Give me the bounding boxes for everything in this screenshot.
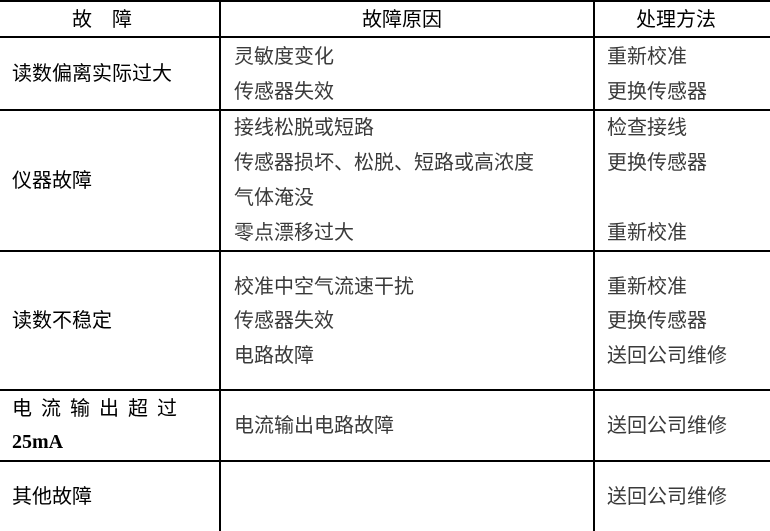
divider xyxy=(0,36,770,38)
fault-cell: 读数偏离实际过大 xyxy=(12,61,172,85)
divider xyxy=(0,250,770,252)
solution-item: 重新校准 xyxy=(607,44,687,68)
cause-item: 传感器失效 xyxy=(234,308,334,332)
cause-item: 灵敏度变化 xyxy=(234,44,334,68)
solution-item: 送回公司维修 xyxy=(607,343,727,367)
fault-cell: 其他故障 xyxy=(12,484,92,508)
solution-item: 更换传感器 xyxy=(607,308,707,332)
divider xyxy=(0,0,770,2)
fault-cell-line2: 25mA xyxy=(12,431,64,453)
fault-cell: 读数不稳定 xyxy=(12,308,112,332)
divider xyxy=(219,0,221,531)
cause-item: 接线松脱或短路 xyxy=(234,115,374,139)
cause-item: 电路故障 xyxy=(234,343,314,367)
cause-item: 零点漂移过大 xyxy=(234,220,354,244)
header-fault: 故 障 xyxy=(72,7,132,31)
divider xyxy=(0,389,770,391)
divider xyxy=(0,460,770,462)
solution-item: 检查接线 xyxy=(607,115,687,139)
cause-item: 电流输出电路故障 xyxy=(234,413,394,437)
cause-item: 传感器失效 xyxy=(234,79,334,103)
solution-item: 更换传感器 xyxy=(607,79,707,103)
header-cause: 故障原因 xyxy=(362,7,442,31)
solution-item: 更换传感器 xyxy=(607,150,707,174)
solution-item: 送回公司维修 xyxy=(607,484,727,508)
header-solution: 处理方法 xyxy=(636,7,716,31)
cause-item: 气体淹没 xyxy=(234,185,314,209)
divider xyxy=(593,0,595,531)
fault-cell: 仪器故障 xyxy=(12,168,92,192)
solution-item: 重新校准 xyxy=(607,274,687,298)
fault-cell-line1: 电流输出超过 xyxy=(12,396,186,420)
cause-item: 传感器损坏、松脱、短路或高浓度 xyxy=(234,150,534,174)
divider xyxy=(0,109,770,111)
solution-item: 重新校准 xyxy=(607,220,687,244)
solution-item: 送回公司维修 xyxy=(607,413,727,437)
cause-item: 校准中空气流速干扰 xyxy=(234,274,414,298)
